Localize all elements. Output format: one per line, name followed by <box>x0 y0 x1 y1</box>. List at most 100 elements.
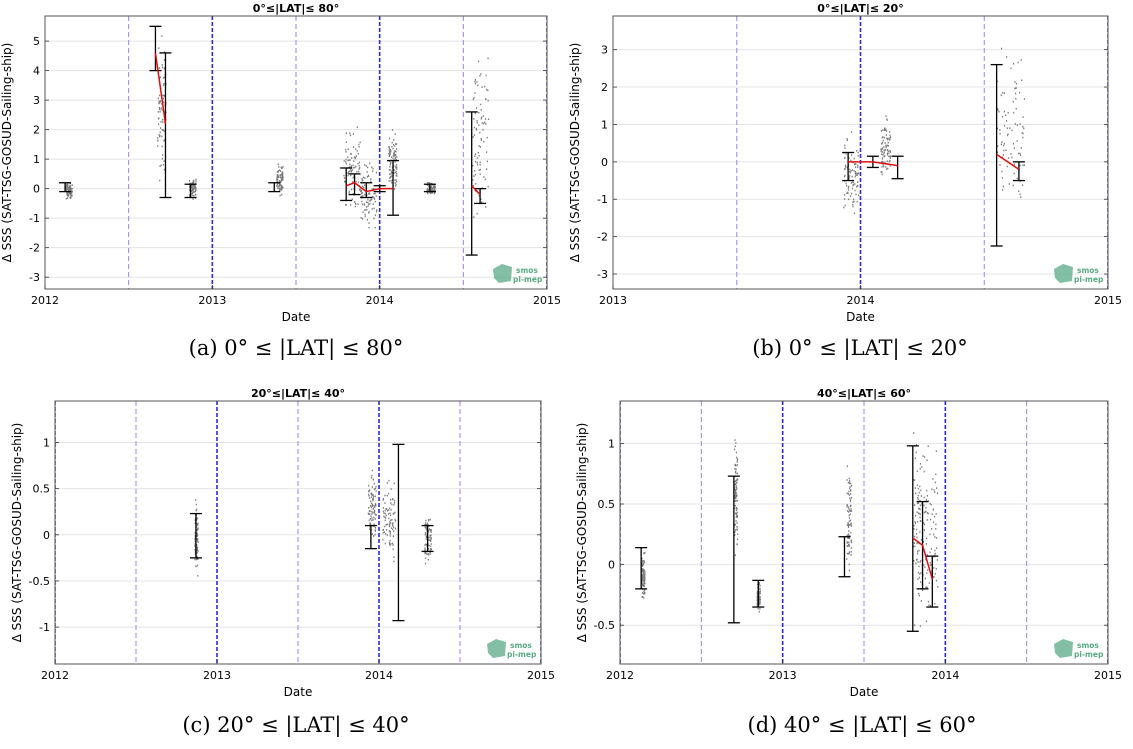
scatter-point <box>70 195 72 198</box>
scatter-point <box>194 193 197 196</box>
scatter-point <box>844 194 846 196</box>
scatter-point <box>345 141 347 143</box>
scatter-point <box>881 166 883 168</box>
scatter-point <box>396 156 398 158</box>
scatter-point <box>158 102 160 105</box>
scatter-point <box>161 135 163 138</box>
scatter-point <box>373 523 375 526</box>
scatter-point <box>881 148 883 150</box>
scatter-point <box>925 543 927 545</box>
scatter-point <box>475 127 478 130</box>
scatter-point <box>389 498 392 501</box>
scatter-point <box>848 537 851 540</box>
scatter-point <box>736 516 738 519</box>
scatter-point <box>373 504 375 507</box>
scatter-point <box>734 463 737 466</box>
error-bar <box>392 443 405 622</box>
scatter-point <box>1022 136 1024 139</box>
scatter-point <box>280 166 282 169</box>
scatter-point <box>392 544 394 546</box>
scatter-point <box>487 99 489 102</box>
scatter-point <box>643 552 645 555</box>
scatter-point <box>157 145 159 147</box>
scatter-point <box>194 519 196 521</box>
scatter-point <box>847 492 849 495</box>
scatter-point <box>854 183 856 185</box>
scatter-point <box>1018 190 1020 193</box>
scatter-point <box>374 513 376 515</box>
scatter-point <box>886 168 888 170</box>
scatter-point <box>882 164 884 166</box>
error-bar <box>752 579 765 608</box>
y-tick-label: 1 <box>608 437 615 450</box>
scatter-point <box>848 185 850 188</box>
logo-icon <box>493 264 512 283</box>
scatter-point <box>391 156 393 159</box>
scatter-point <box>916 511 918 514</box>
scatter-point <box>641 563 643 565</box>
scatter-point <box>190 193 192 196</box>
scatter-point <box>642 564 644 566</box>
scatter-point <box>888 152 890 155</box>
scatter-point <box>643 580 645 582</box>
scatter-point <box>426 553 428 556</box>
scatter-point <box>844 204 846 207</box>
scatter-point <box>922 589 924 592</box>
error-bar <box>59 182 72 193</box>
scatter-point <box>389 173 391 175</box>
scatter-point <box>163 168 166 171</box>
y-tick-label: 2 <box>33 124 40 137</box>
scatter-point <box>429 553 431 555</box>
scatter-point <box>850 553 852 556</box>
error-bar <box>268 182 281 193</box>
scatter-point <box>641 578 643 580</box>
scatter-point <box>851 169 854 171</box>
scatter-point <box>157 117 160 120</box>
scatter-point <box>280 174 282 176</box>
scatter-point <box>389 531 392 533</box>
scatter-point <box>848 176 850 179</box>
scatter-point <box>881 141 884 144</box>
scatter-point <box>881 147 884 149</box>
scatter-point <box>886 144 888 147</box>
scatter-point <box>372 511 374 514</box>
scatter-point <box>926 494 928 497</box>
scatter-point <box>345 162 347 165</box>
scatter-point <box>735 500 737 502</box>
scatter-point <box>476 81 478 83</box>
y-tick-label: 3 <box>601 44 608 57</box>
scatter-point <box>382 507 384 509</box>
scatter-point <box>848 507 850 510</box>
scatter-point <box>917 496 919 499</box>
scatter-point <box>759 598 762 601</box>
scatter-point <box>850 182 853 184</box>
chart-title: 20°≤|LAT|≤ 40° <box>251 387 345 400</box>
scatter-point <box>487 57 489 60</box>
scatter-point <box>849 489 852 492</box>
scatter-point <box>486 168 488 170</box>
scatter-point <box>279 188 281 191</box>
logo-text-1: smos <box>1077 266 1099 275</box>
chart-panel-4: -0.5 0 0.5 1 2012 2013 2014 2015 40°≤|LAT|≤ 60° D… <box>575 387 1122 699</box>
scatter-point <box>476 161 478 164</box>
scatter-point <box>736 487 738 490</box>
scatter-point <box>1001 170 1003 173</box>
scatter-point <box>277 171 279 173</box>
scatter-point <box>1016 177 1018 180</box>
scatter-point <box>848 534 850 537</box>
scatter-point <box>736 515 738 517</box>
scatter-point <box>430 545 432 548</box>
scatter-point <box>196 535 198 537</box>
scatter-point <box>194 558 196 561</box>
scatter-point <box>349 159 351 161</box>
x-tick-label: 2014 <box>931 669 959 682</box>
scatter-point <box>1002 91 1004 94</box>
scatter-point <box>276 176 278 179</box>
scatter-point <box>641 564 643 567</box>
scatter-point <box>1015 107 1017 110</box>
scatter-point <box>368 506 370 509</box>
scatter-point <box>282 173 284 176</box>
scatter-point <box>373 535 375 537</box>
scatter-point <box>478 60 480 63</box>
scatter-point <box>473 175 475 177</box>
